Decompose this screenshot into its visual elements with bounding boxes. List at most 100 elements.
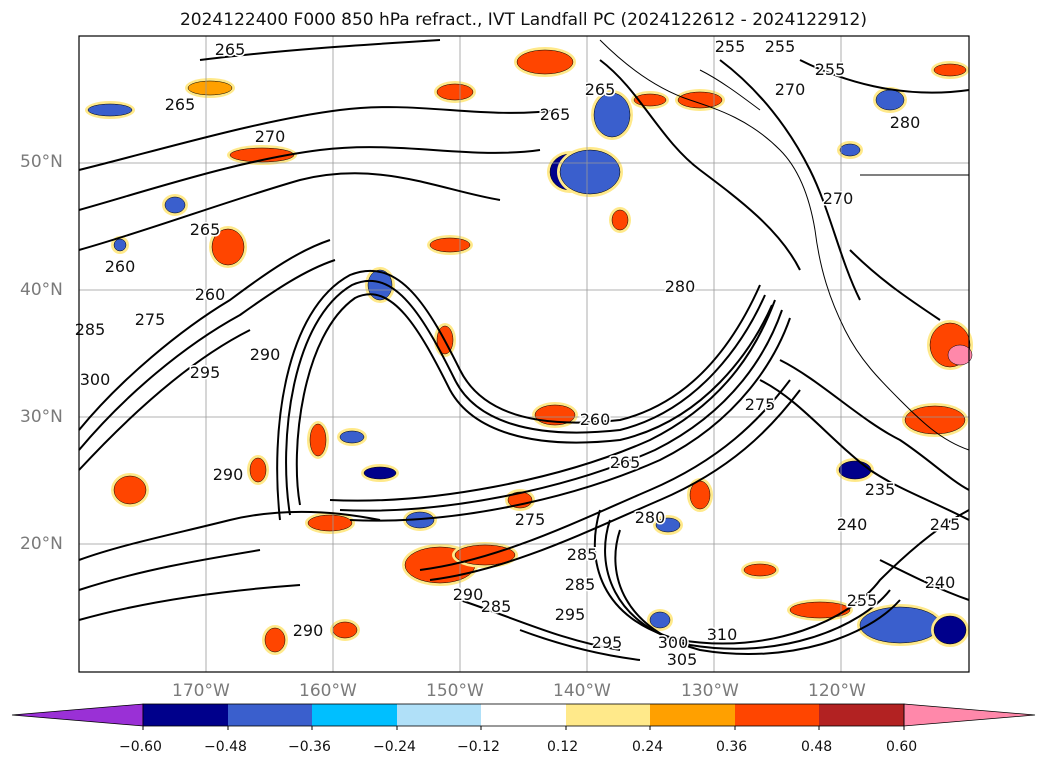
- contour-label: 290: [293, 621, 324, 640]
- contour-label: 290: [213, 465, 244, 484]
- anomaly-blob: [187, 80, 233, 96]
- cb-tick-6: 0.12: [547, 739, 579, 755]
- contour-label: 265: [610, 453, 641, 472]
- coastline-segment: [699, 69, 761, 111]
- contour-label: 285: [75, 320, 106, 339]
- lon-label-130w: 130°W: [681, 681, 739, 701]
- anomaly-blob: [655, 517, 681, 533]
- colorbar-segment: [312, 704, 397, 726]
- contour-label: 285: [481, 597, 512, 616]
- cb-tick-3: −0.36: [288, 739, 331, 755]
- lat-label-20: 20°N: [20, 534, 63, 554]
- colorbar-segment: [397, 704, 481, 726]
- colorbar-segment: [735, 704, 819, 726]
- contour-label: 300: [658, 633, 689, 652]
- contour-line: [849, 249, 941, 321]
- map-frame: [78, 35, 970, 673]
- contour-label: 265: [215, 40, 246, 59]
- contour-label: 310: [707, 625, 738, 644]
- anomaly-blob: [429, 237, 471, 253]
- anomaly-blob: [593, 92, 631, 138]
- contour-label: 255: [815, 60, 846, 79]
- contour-line: [599, 59, 801, 271]
- anomaly-blob: [113, 475, 147, 505]
- colorbar-segment: [481, 704, 566, 726]
- coastline-segment: [814, 229, 970, 451]
- lat-label-30: 30°N: [20, 407, 63, 427]
- anomaly-blob: [933, 615, 967, 645]
- contour-label: 295: [555, 605, 586, 624]
- anomaly-blob: [87, 103, 133, 117]
- lon-label-140w: 140°W: [553, 681, 611, 701]
- contour-label: 235: [865, 480, 896, 499]
- anomaly-blob: [839, 143, 861, 157]
- contour-label: 240: [837, 515, 868, 534]
- contour-line: [78, 510, 381, 561]
- contour-line: [614, 529, 901, 656]
- colorbar-extend-low: [11, 703, 144, 727]
- coastline-segment: [599, 39, 816, 231]
- contour-label: 245: [930, 515, 961, 534]
- colorbar-segment: [228, 704, 312, 726]
- contour-label: 275: [745, 395, 776, 414]
- contour-label: 280: [635, 508, 666, 527]
- contour-label: 260: [580, 410, 611, 429]
- contour-label: 270: [775, 80, 806, 99]
- contour-line: [339, 309, 783, 512]
- contour-label: 265: [540, 105, 571, 124]
- anomaly-blob: [611, 209, 629, 231]
- cb-tick-1: −0.60: [119, 739, 162, 755]
- cb-tick-9: 0.48: [801, 739, 833, 755]
- cb-tick-2: −0.48: [204, 739, 247, 755]
- anomaly-blob: [229, 147, 295, 163]
- contour-line: [78, 329, 251, 471]
- contour-label: 275: [515, 510, 546, 529]
- lon-label-150w: 150°W: [426, 681, 484, 701]
- anomaly-blob: [249, 457, 267, 483]
- lat-label-50: 50°N: [20, 152, 63, 172]
- contour-label: 285: [567, 545, 598, 564]
- contour-line: [276, 269, 761, 521]
- contour-label: 265: [165, 95, 196, 114]
- contour-line: [78, 584, 301, 621]
- anomaly-blob: [307, 514, 353, 532]
- cb-tick-5: −0.12: [457, 739, 500, 755]
- anomaly-blob: [339, 430, 365, 444]
- anomaly-shading: [85, 47, 973, 655]
- anomaly-blob: [947, 344, 973, 366]
- contour-line: [759, 379, 970, 521]
- graticule: [79, 36, 969, 672]
- contour-line: [799, 59, 970, 94]
- colorbar-extend-high: [903, 703, 1036, 727]
- colorbar: [11, 703, 1036, 730]
- contour-label: 275: [135, 310, 166, 329]
- contour-label: 290: [453, 585, 484, 604]
- contour-line: [78, 146, 541, 211]
- anomaly-blob: [164, 196, 186, 214]
- anomaly-blob: [309, 423, 327, 457]
- anomaly-blob: [743, 563, 777, 577]
- contour-line: [78, 172, 501, 251]
- contour-line: [879, 559, 970, 601]
- anomaly-blob: [363, 466, 397, 480]
- map-title: 2024122400 F000 850 hPa refract., IVT La…: [179, 10, 867, 30]
- contour-label: 280: [890, 113, 921, 132]
- colorbar-segment: [143, 704, 228, 726]
- anomaly-blob: [789, 601, 851, 619]
- contour-label: 295: [592, 633, 623, 652]
- contour-line: [779, 359, 970, 491]
- anomaly-blob: [904, 405, 966, 435]
- contour-line: [295, 293, 773, 506]
- anomaly-blob: [933, 63, 967, 77]
- lon-label-170w: 170°W: [172, 681, 230, 701]
- contour-label: 265: [190, 220, 221, 239]
- contour-line: [329, 299, 776, 502]
- anomaly-blob: [875, 89, 905, 111]
- colorbar-segment: [566, 704, 650, 726]
- contour-label: 260: [105, 257, 136, 276]
- contour-line: [349, 317, 791, 522]
- anomaly-blob: [211, 228, 245, 266]
- cb-tick-10: 0.60: [886, 739, 918, 755]
- contour-label: 260: [195, 285, 226, 304]
